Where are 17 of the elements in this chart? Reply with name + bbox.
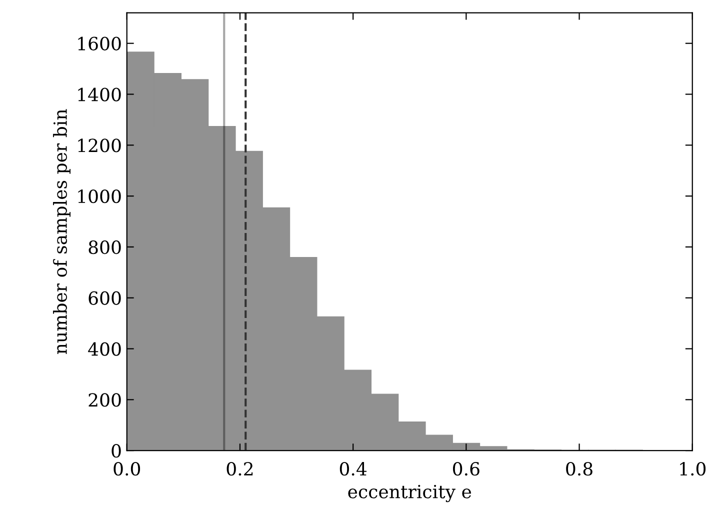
- y-tick-label: 1600: [78, 36, 121, 50]
- y-tick-label: 200: [88, 393, 121, 407]
- y-tick-label: 1400: [78, 88, 121, 102]
- y-tick-label: 0: [112, 444, 121, 458]
- y-tick-label: 800: [88, 240, 121, 254]
- x-tick-label: 0.8: [566, 462, 592, 476]
- x-tick-label: 1.0: [680, 462, 706, 476]
- y-axis-title: number of samples per bin: [53, 109, 71, 354]
- x-tick-label: 0.4: [340, 462, 367, 476]
- x-axis-title: eccentricity e: [348, 484, 472, 502]
- y-tick-label: 600: [88, 291, 121, 305]
- x-tick-label: 0.2: [226, 462, 253, 476]
- x-tick-label: 0.6: [453, 462, 480, 476]
- y-tick-label: 1000: [78, 190, 121, 204]
- y-tick-label: 1200: [78, 138, 121, 152]
- y-tick-label: 400: [88, 342, 121, 356]
- x-tick-label: 0.0: [114, 462, 140, 476]
